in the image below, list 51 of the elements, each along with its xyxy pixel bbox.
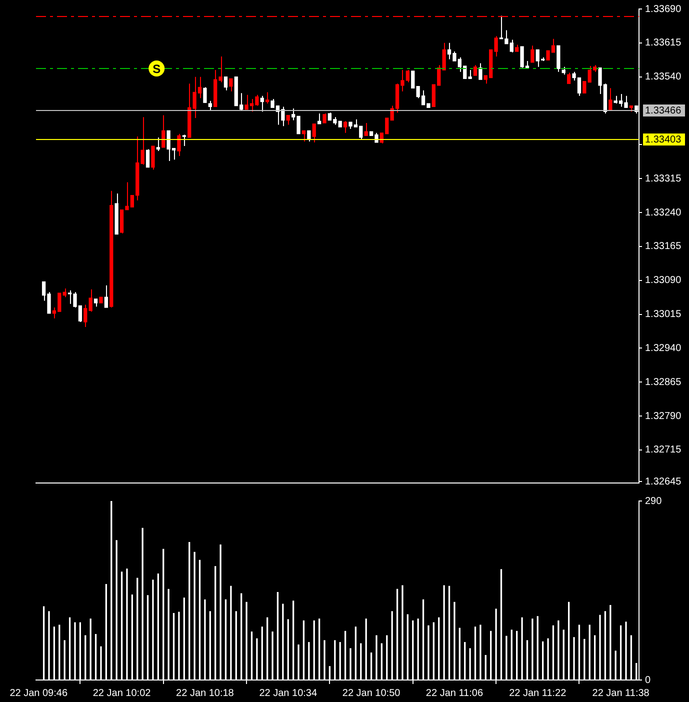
y-tick-label: 1.33315 (645, 173, 682, 184)
y-tick-label: 1.33165 (645, 241, 682, 252)
y-tick-label: 1.32645 (645, 476, 682, 488)
candlestick (530, 45, 534, 63)
candlestick (478, 62, 482, 80)
x-tick-label: 22 Jan 09:46 (10, 688, 68, 699)
candlestick (88, 288, 92, 312)
x-tick-label: 22 Jan 11:22 (509, 688, 567, 699)
y-tick-label: 1.32715 (645, 444, 682, 456)
x-tick-label: 22 Jan 11:06 (426, 688, 484, 699)
candlestick (322, 112, 326, 124)
ref-line-label: S (152, 62, 161, 76)
y-tick-label: 1.32865 (645, 376, 682, 388)
x-tick-label: 22 Jan 11:38 (592, 688, 650, 699)
candlestick (608, 88, 612, 111)
candlestick (364, 122, 368, 136)
candlestick (566, 72, 571, 84)
y-tick-label: 0 (645, 674, 651, 686)
candlestick (208, 100, 212, 111)
candlestick (556, 45, 560, 72)
candlestick (151, 146, 155, 170)
y-tick-label: 1.33615 (645, 38, 682, 49)
x-tick-label: 22 Jan 10:02 (92, 688, 152, 699)
candlestick (582, 80, 586, 94)
x-tick-label: 22 Jan 10:18 (176, 688, 234, 699)
y-tick-label: 1.33690 (645, 4, 682, 15)
candlestick (182, 134, 186, 147)
candlestick (203, 86, 207, 104)
candlestick (224, 76, 228, 91)
ref-line-label: 1.33403 (645, 134, 682, 146)
x-tick-label: 22 Jan 10:50 (342, 688, 401, 699)
x-tick-label: 22 Jan 10:34 (259, 688, 318, 699)
y-tick-label: 1.32940 (645, 342, 682, 354)
candlestick (286, 114, 290, 126)
candlestick (265, 92, 270, 104)
candlestick (312, 123, 316, 143)
ref-line-label: 1.33466 (645, 105, 682, 116)
y-tick-label: 1.33015 (645, 309, 682, 320)
candlestick (156, 136, 160, 152)
y-tick-label: 1.33240 (645, 207, 682, 218)
candlestick (84, 304, 88, 328)
candlestick (177, 133, 181, 156)
candlestick (229, 78, 233, 92)
y-tick-label: 290 (645, 496, 662, 507)
candlestick (343, 120, 348, 134)
candlestick (146, 148, 150, 168)
candlestick (104, 284, 108, 308)
y-tick-label: 1.33090 (645, 275, 682, 286)
candlestick (473, 64, 478, 76)
y-tick-label: 1.32790 (645, 410, 682, 422)
y-tick-label: 1.33540 (645, 72, 682, 83)
